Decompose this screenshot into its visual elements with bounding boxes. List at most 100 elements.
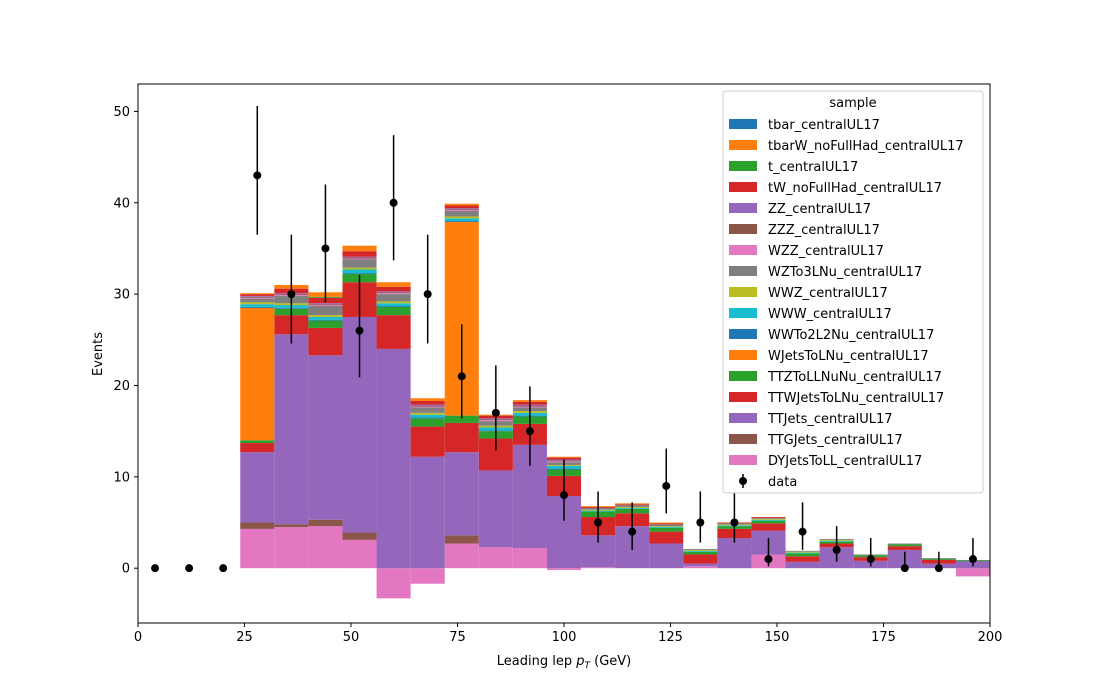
bar-segment: [478, 470, 513, 548]
bar-segment: [410, 414, 445, 418]
bar-segment: [274, 527, 309, 569]
legend-item: TTJets_centralUL17: [729, 412, 893, 427]
bar-segment: [240, 298, 275, 303]
data-point: [287, 234, 296, 344]
bar-segment: [308, 305, 343, 316]
bar-segment: [887, 546, 922, 550]
bar-segment: [512, 548, 547, 569]
data-point: [866, 538, 875, 567]
legend-swatch: [729, 329, 757, 339]
legend-label: t_centralUL17: [768, 160, 858, 175]
bar-segment: [308, 315, 343, 317]
bar-segment: [410, 426, 445, 457]
bar-segment: [649, 526, 684, 528]
bar-segment: [308, 319, 343, 321]
data-point: [594, 491, 603, 543]
legend-label: WZZ_centralUL17: [768, 244, 884, 259]
bar-segment: [785, 550, 820, 552]
legend-swatch: [729, 224, 757, 234]
legend-swatch: [729, 350, 757, 360]
legend-item: ZZ_centralUL17: [729, 202, 871, 217]
data-marker: [628, 527, 637, 536]
bar-segment: [444, 216, 479, 219]
bar-segment: [683, 554, 718, 564]
bar-segment: [376, 294, 411, 302]
bar-segment: [308, 526, 343, 569]
bar-segment: [240, 307, 275, 441]
bar-segment: [444, 208, 479, 210]
data-points: [151, 105, 977, 573]
y-tick-label: 0: [122, 562, 130, 577]
x-tick-label: 100: [552, 630, 577, 645]
bar-segment: [444, 209, 479, 211]
bar-segment: [444, 422, 479, 453]
bar-segment: [240, 306, 275, 308]
legend-item: TTGJets_centralUL17: [729, 433, 903, 448]
y-tick-label: 20: [113, 379, 130, 394]
data-point: [662, 448, 671, 514]
legend-swatch: [729, 287, 757, 297]
legend-swatch: [729, 308, 757, 318]
bar-segment: [444, 535, 479, 544]
bar-segment: [683, 550, 718, 552]
bar-segment: [410, 404, 445, 406]
legend-swatch: [729, 413, 757, 423]
bar-segment: [342, 258, 377, 260]
legend: sample tbar_centralUL17 tbarW_noFullHad_ce…: [722, 90, 984, 494]
bar-segment: [240, 296, 275, 298]
data-point: [560, 459, 568, 521]
legend-item: ZZZ_centralUL17: [729, 223, 880, 238]
legend-item: tbarW_noFullHad_centralUL17: [729, 139, 964, 154]
x-tick-label: 0: [134, 630, 142, 645]
bar-segment: [751, 517, 786, 519]
bar-segment: [376, 568, 411, 599]
bar-segment: [410, 406, 445, 408]
data-point: [730, 491, 739, 543]
x-tick-label: 175: [871, 630, 896, 645]
x-tick-label: 75: [449, 630, 466, 645]
legend-swatch: [729, 203, 757, 213]
bar-segment: [751, 519, 786, 521]
bar-segment: [683, 549, 718, 550]
bar-segment: [308, 355, 343, 520]
bar-segment: [308, 305, 343, 306]
legend-item-data: data: [739, 474, 797, 490]
legend-swatch: [729, 266, 757, 276]
data-marker: [355, 326, 364, 335]
bar-segment: [376, 301, 411, 304]
bar-segment: [308, 320, 343, 328]
data-point: [423, 234, 432, 344]
bar-segment: [444, 415, 479, 423]
legend-label: tbarW_noFullHad_centralUL17: [768, 139, 964, 154]
bar-segment: [444, 543, 479, 569]
bar-segment: [342, 257, 377, 259]
bar-segment: [240, 440, 275, 444]
data-marker: [491, 408, 500, 417]
bar-segment: [410, 417, 445, 419]
legend-item: WZTo3LNu_centralUL17: [729, 265, 922, 280]
bar-segment: [683, 549, 718, 551]
bar-segment: [410, 407, 445, 413]
legend-item: WWTo2L2Nu_centralUL17: [729, 328, 934, 343]
bar-segment: [546, 457, 582, 460]
legend-item: DYJetsToLL_centralUL17: [729, 454, 922, 469]
legend-label: WJetsToLNu_centralUL17: [768, 349, 929, 364]
bar-segment: [342, 269, 377, 274]
data-marker: [662, 481, 671, 490]
data-marker: [253, 171, 262, 180]
bar-segment: [444, 205, 479, 209]
bar-segment: [240, 452, 275, 523]
legend-label: ZZZ_centralUL17: [768, 223, 880, 238]
bar-segment: [444, 221, 479, 222]
x-tick-label: 25: [236, 630, 253, 645]
bar-segment: [444, 203, 479, 206]
bar-segment: [887, 543, 922, 545]
bar-segment: [649, 522, 684, 524]
legend-swatch: [729, 392, 757, 402]
legend-label: WWW_centralUL17: [768, 307, 892, 322]
legend-label: data: [768, 475, 797, 490]
data-marker: [287, 290, 296, 299]
bar-segment: [410, 405, 445, 407]
legend-item: tW_noFullHad_centralUL17: [729, 181, 942, 196]
